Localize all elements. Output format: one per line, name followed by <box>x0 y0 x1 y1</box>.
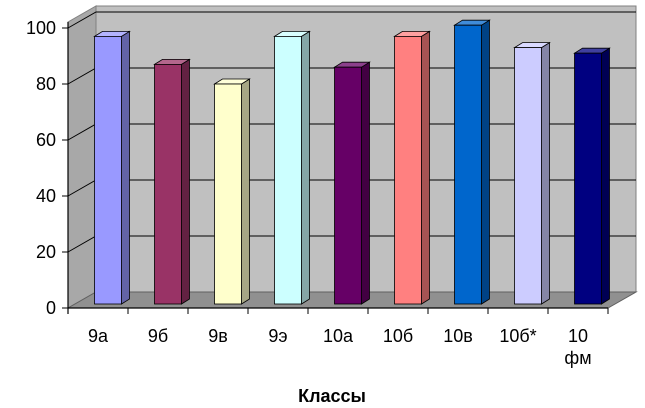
bar-side <box>241 78 250 305</box>
bar-side <box>121 30 130 305</box>
bar-side <box>421 30 430 305</box>
x-tick-label-line: фм <box>564 348 591 368</box>
y-tick-label: 80 <box>36 74 56 94</box>
bar-front <box>334 66 362 305</box>
bar <box>573 47 611 305</box>
y-tick-label: 20 <box>36 242 56 262</box>
bar-side <box>181 58 190 305</box>
bar <box>513 41 551 305</box>
bar-front <box>514 47 542 305</box>
bar-front <box>94 36 122 305</box>
x-tick-label-line: 9б <box>148 326 168 346</box>
x-axis-title: Классы <box>298 386 366 406</box>
bar-side <box>601 47 610 305</box>
side-wall <box>67 5 97 309</box>
bar-front <box>154 64 182 305</box>
bar <box>213 78 251 305</box>
x-tick-label: 10б* <box>499 326 536 346</box>
bar-front <box>274 36 302 305</box>
x-tick-label-line: 10б <box>383 326 413 346</box>
x-tick-label-line: 10в <box>443 326 473 346</box>
x-tick-label: 9а <box>88 326 109 346</box>
bar-side <box>301 30 310 305</box>
axes-layer: 0 20 40 60 80 100 9а 9б 9в 9э 10а 10б 10в 10б* 10 фм <box>26 18 609 368</box>
x-tick-label: 9э <box>268 326 287 346</box>
x-tick-label-line: 10а <box>323 326 354 346</box>
y-tick-label: 40 <box>36 186 56 206</box>
x-tick-label-line: 9э <box>268 326 287 346</box>
x-tick-label: 10в <box>443 326 473 346</box>
bar <box>453 19 491 305</box>
bar <box>393 30 431 305</box>
bar-front <box>214 83 242 305</box>
x-tick-label: 10 фм <box>564 326 591 368</box>
bar-side <box>541 41 550 305</box>
x-tick-label: 10б <box>383 326 413 346</box>
bar-front <box>454 24 482 305</box>
bar <box>273 30 311 305</box>
bar <box>333 61 371 305</box>
bar <box>153 58 191 305</box>
x-tick-label-line: 9а <box>88 326 109 346</box>
x-tick-label: 10а <box>323 326 354 346</box>
y-tick-label: 60 <box>36 130 56 150</box>
x-tick-label: 9б <box>148 326 168 346</box>
y-tick-label: 0 <box>46 298 56 318</box>
bar-front <box>574 52 602 305</box>
y-tick-label: 100 <box>26 18 56 38</box>
bar-side <box>361 61 370 305</box>
x-tick-label-line: 10б* <box>499 326 536 346</box>
bar <box>93 30 131 305</box>
bar-front <box>394 36 422 305</box>
x-tick-label-line: 10 <box>568 326 588 346</box>
gridline <box>67 11 636 29</box>
x-tick-label: 9в <box>208 326 228 346</box>
x-tick-label-line: 9в <box>208 326 228 346</box>
bar-side <box>481 19 490 305</box>
bars-layer <box>93 19 611 305</box>
